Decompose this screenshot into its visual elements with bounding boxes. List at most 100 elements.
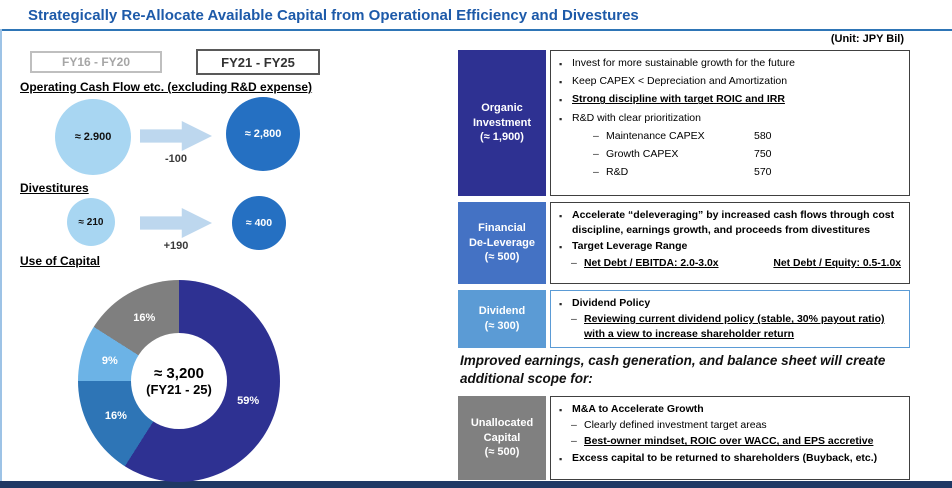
bullet-square-icon: ▪ [559,77,563,88]
slide-bottom-bar [0,481,952,488]
kv-label: Maintenance CAPEX [606,129,705,142]
item-text: R&D with clear prioritization [572,111,701,124]
row-content: ▪ Accelerate “deleveraging” by increased … [550,202,910,284]
bullet-item: ▪ R&D with clear prioritization [559,111,901,126]
item-text: Clearly defined investment target areas [584,419,767,432]
kv-label: R&D [606,166,629,179]
row-label-line: Investment [472,116,532,129]
dash-icon: – [593,166,599,179]
bullet-square-icon: ▪ [559,242,563,253]
dash-icon: – [571,435,577,448]
bullet-square-icon: ▪ [559,59,563,69]
row-content: ▪ Dividend Policy – Reviewing current divid… [550,290,910,348]
bullet-item: ▪ Target Leverage Range [559,239,901,254]
item-text: Strong discipline with target ROIC and I… [572,93,785,106]
operating-cash-flow-heading: Operating Cash Flow etc. (excluding R&D … [20,80,313,94]
bullet-square-icon: ▪ [559,211,563,221]
slide-left-border [0,29,2,488]
scope-note: Improved earnings, cash generation, and … [460,353,886,386]
divestitures-to-value: ≈ 400 [245,217,273,229]
bullet-item: ▪ Accelerate “deleveraging” by increased … [559,208,901,238]
donut-slice-label: 9% [101,354,118,367]
sub-item: – Reviewing current dividend policy (stab… [571,312,901,342]
row-label-line: (≈ 500) [484,446,520,459]
row-unallocated-capital: Unallocated Capital (≈ 500) ▪ M&A to Accele… [458,396,910,480]
donut-slice-label: 16% [104,409,127,422]
sub-item: – Clearly defined investment target areas [571,418,901,433]
divestitures-from-circle: ≈ 210 [67,198,115,246]
dash-icon: – [571,419,577,432]
divestitures-to-circle: ≈ 400 [232,196,286,250]
ocf-from-value: ≈ 2.900 [74,131,112,143]
row-label-line: (≈ 300) [484,320,520,332]
row-label-line: (≈ 1,900) [480,131,524,144]
item-text: Maintenance CAPEX 580 [606,129,901,144]
item-text: Reviewing current dividend policy (stabl… [584,313,885,341]
item-text: Net Debt / EBITDA: 2.0-3.0x Net Debt / Eq… [584,256,901,271]
ocf-to-value: ≈ 2,800 [244,128,282,140]
kv-label: Growth CAPEX [606,148,679,161]
ocf-from-circle: ≈ 2.900 [55,99,131,175]
bullet-item: ▪ M&A to Accelerate Growth [559,402,901,417]
use-of-capital-heading: Use of Capital [20,254,101,268]
divestitures-arrow-right-icon [140,208,212,238]
row-content: ▪ M&A to Accelerate Growth – Clearly define… [550,396,910,480]
dash-icon: – [593,129,599,142]
dash-icon: – [593,148,599,161]
ocf-to-circle: ≈ 2,800 [226,97,300,171]
item-text: Accelerate “deleveraging” by increased c… [572,209,895,237]
sub-item: – Growth CAPEX 750 [593,147,901,162]
bullet-square-icon: ▪ [559,453,563,464]
ocf-arrow-right-icon [140,121,212,151]
row-dividend: Dividend (≈ 300) ▪ Dividend Policy – Reviewi… [458,290,910,348]
row-label-line: Financial [478,221,526,234]
row-label-line: Capital [483,431,521,444]
dash-icon: – [571,256,577,269]
row-label: Organic Investment (≈ 1,900) [458,50,546,196]
item-text: Keep CAPEX < Depreciation and Amortizati… [572,75,788,88]
donut-slice-label: 16% [133,311,156,324]
item-text: Excess capital to be returned to shareho… [572,451,878,464]
kv-value: 580 [754,129,772,142]
bullet-item: ▪ Invest for more sustainable growth for … [559,56,901,71]
sub-item: – Best-owner mindset, ROIC over WACC, and… [571,434,901,449]
item-text: Invest for more sustainable growth for t… [572,57,795,69]
bullet-square-icon: ▪ [559,95,563,106]
item-text: Best-owner mindset, ROIC over WACC, and … [584,435,874,448]
donut-slice-label: 59% [237,395,260,408]
donut-center-value: ≈ 3,200 [154,365,204,382]
bullet-item: ▪ Keep CAPEX < Depreciation and Amortizat… [559,74,901,89]
pair-text: Net Debt / EBITDA: 2.0-3.0x [584,257,719,269]
period-tab-fy16-fy20: FY16 - FY20 [30,51,162,73]
pair-text: Net Debt / Equity: 0.5-1.0x [773,257,901,269]
kv-value: 570 [754,166,772,179]
row-content: ▪ Invest for more sustainable growth for … [550,50,910,196]
use-of-capital-chart: ≈ 3,200 (FY21 - 25) 59% 16% 9% 16% [78,280,280,482]
row-label: Unallocated Capital (≈ 500) [458,396,546,480]
row-financial-de-leverage: Financial De-Leverage (≈ 500) ▪ Accelerate … [458,202,910,284]
item-text: Target Leverage Range [572,240,688,253]
unit-note: (Unit: JPY Bil) [830,33,904,45]
divestitures-heading: Divestitures [20,181,89,195]
bullet-square-icon: ▪ [559,113,563,124]
period-tab-fy21-fy25: FY21 - FY25 [196,49,320,75]
page-title: Strategically Re-Allocate Available Capi… [28,7,639,24]
row-label-line: Dividend [478,305,526,318]
row-label-line: De-Leverage [468,236,536,249]
sub-item: – Net Debt / EBITDA: 2.0-3.0x Net Debt / E… [571,256,901,271]
bullet-square-icon: ▪ [559,299,563,309]
item-text: M&A to Accelerate Growth [572,403,704,415]
row-label-line: (≈ 500) [484,251,520,264]
item-text: Growth CAPEX 750 [606,147,901,162]
bullet-item: ▪ Dividend Policy [559,296,901,311]
divestitures-delta: +190 [163,240,189,252]
row-label: Dividend (≈ 300) [458,290,546,348]
donut-center-period: (FY21 - 25) [146,382,212,397]
ocf-delta: -100 [164,153,188,165]
kv-value: 750 [754,148,772,161]
row-label-line: Organic [481,101,523,114]
row-label-line: Unallocated [470,416,534,429]
sub-item: – Maintenance CAPEX 580 [593,129,901,144]
sub-item: – R&D 570 [593,165,901,180]
